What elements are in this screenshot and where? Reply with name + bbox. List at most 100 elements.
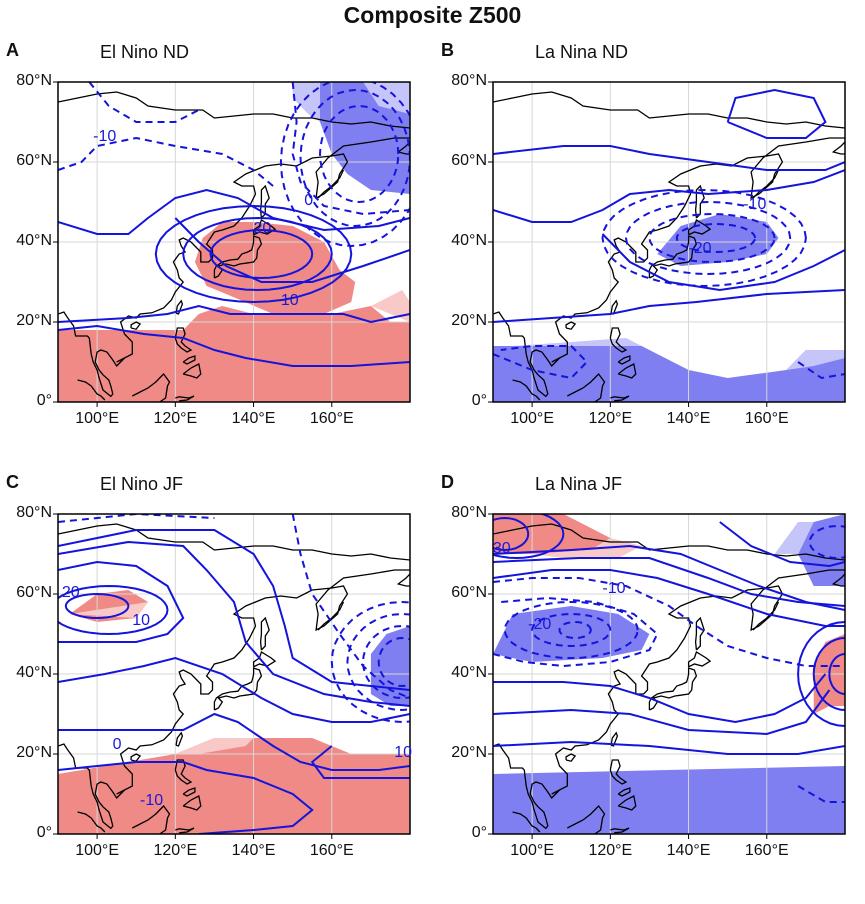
coastline — [752, 601, 780, 631]
y-tick-label: 0° — [36, 392, 52, 409]
coastline — [116, 569, 410, 795]
coastline — [174, 327, 193, 353]
coastline — [831, 573, 845, 587]
coastline — [175, 731, 184, 747]
contour-label: 10 — [132, 612, 151, 629]
positive-contour — [58, 761, 314, 834]
positive-contour — [719, 521, 845, 568]
map-panel-c: C El Nino JF 80°N 60°N 40°N 20°N 0° 100°E 120°E 1… — [0, 472, 430, 904]
negative-contour — [493, 345, 589, 380]
positive-contour — [209, 228, 314, 280]
coastline — [694, 184, 705, 219]
coastline — [523, 769, 560, 830]
positive-contour — [726, 88, 827, 139]
contour-label: 0 — [112, 736, 122, 753]
positive-contour — [58, 304, 410, 324]
y-tick-label: 20°N — [451, 312, 487, 329]
contour-label: 10 — [394, 744, 413, 761]
positive-contour — [58, 560, 185, 643]
negative-anomaly-shade — [292, 82, 320, 122]
y-tick-label: 0° — [471, 824, 487, 841]
negative-contour — [601, 188, 807, 288]
positive-contour — [174, 217, 410, 283]
coastline — [617, 355, 631, 365]
negative-anomaly-shade — [798, 514, 845, 586]
coastline — [174, 759, 193, 785]
positive-contour — [58, 656, 410, 723]
positive-contour — [493, 689, 831, 736]
coastline — [132, 372, 171, 402]
coastline — [58, 311, 90, 339]
positive-contour — [493, 544, 845, 611]
coastline — [175, 827, 195, 834]
x-tick-label: 120°E — [588, 410, 633, 427]
coastline — [831, 141, 845, 155]
x-tick-label: 100°E — [510, 842, 554, 859]
coastline — [567, 804, 606, 834]
coastline — [565, 753, 577, 762]
coastline — [130, 321, 142, 330]
map-panel-a: A El Nino ND 80°N 60°N 40°N 20°N 0° 100°E 120°E 1… — [0, 40, 430, 472]
coastline — [182, 355, 196, 365]
y-tick-label: 0° — [471, 392, 487, 409]
y-tick-label: 60°N — [16, 152, 52, 169]
map-panel-b: B La Nina ND 80°N 60°N 40°N 20°N 0° 100°E 120°E 1… — [435, 40, 865, 472]
negative-contour — [88, 82, 200, 123]
x-tick-label: 140°E — [231, 410, 276, 427]
coastline — [132, 804, 171, 834]
negative-contour — [558, 620, 592, 640]
coastline — [617, 787, 631, 797]
coastline — [175, 299, 184, 315]
x-tick-label: 160°E — [744, 842, 789, 859]
positive-contour — [154, 204, 353, 304]
coastline — [88, 337, 125, 398]
coastline — [182, 795, 202, 811]
contour-label: 20 — [253, 220, 272, 237]
map-panel-d: D La Nina JF 80°N 60°N 40°N 20°N 0° 100°E 120°E 1… — [435, 472, 865, 904]
y-tick-label: 80°N — [16, 504, 52, 521]
coastline — [213, 667, 263, 711]
coastline — [609, 327, 628, 353]
y-tick-label: 20°N — [16, 744, 52, 761]
negative-contour — [493, 577, 845, 667]
y-tick-label: 60°N — [451, 152, 487, 169]
coastline — [617, 795, 637, 811]
contour-label: -20 — [528, 616, 552, 633]
coastline — [259, 616, 270, 651]
positive-contour — [493, 516, 530, 552]
coastline — [182, 787, 196, 797]
coastline — [565, 321, 577, 330]
contour-label: -10 — [93, 128, 117, 145]
negative-contour — [493, 596, 659, 668]
coastline — [317, 169, 345, 199]
x-tick-label: 100°E — [75, 410, 119, 427]
coastline — [752, 169, 780, 199]
positive-contour — [493, 145, 845, 171]
contour-label: -20 — [688, 240, 712, 257]
positive-anomaly-shade — [370, 290, 410, 322]
coastline — [58, 743, 90, 771]
x-tick-label: 120°E — [588, 842, 633, 859]
positive-anomaly-shade — [532, 538, 642, 558]
coastline — [88, 769, 125, 830]
y-tick-label: 80°N — [451, 504, 487, 521]
coastline — [493, 743, 525, 771]
y-tick-label: 80°N — [16, 72, 52, 89]
positive-contour — [58, 324, 410, 367]
coastline — [252, 219, 277, 236]
negative-anomaly-shade — [363, 82, 410, 114]
coastline — [213, 235, 263, 279]
x-tick-label: 100°E — [75, 842, 119, 859]
coastline — [396, 573, 410, 587]
negative-contour — [58, 136, 274, 187]
negative-contour — [648, 212, 776, 264]
contour-label: -10 — [140, 792, 164, 809]
coastline — [610, 395, 630, 402]
coastline — [252, 651, 277, 668]
panel-title: El Nino JF — [100, 474, 184, 494]
contour-label: 10 — [280, 292, 299, 309]
contour-label: 0 — [304, 192, 314, 209]
negative-contour — [291, 514, 410, 699]
positive-anomaly-shade — [58, 306, 410, 330]
map-canvas — [53, 513, 411, 839]
